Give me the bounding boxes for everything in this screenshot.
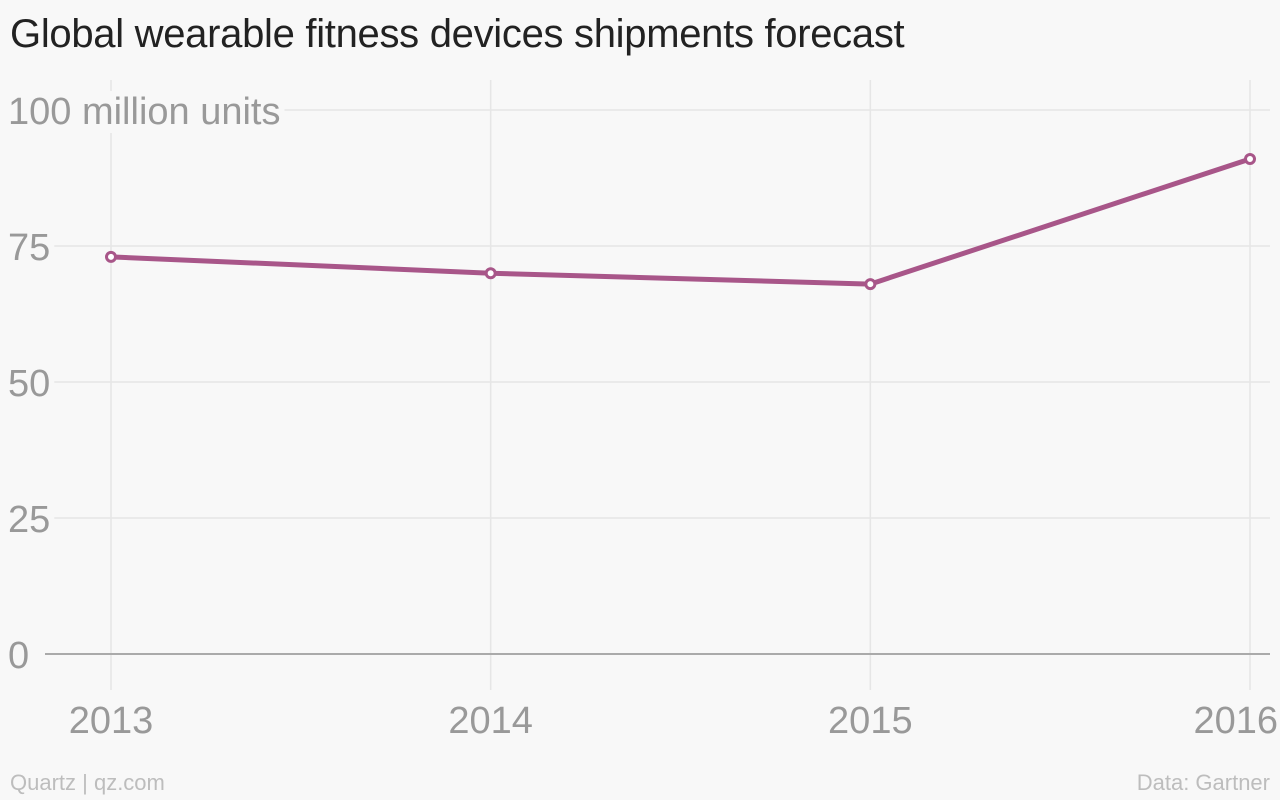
y-tick-label-bg: [4, 635, 34, 677]
series-layer: [105, 152, 1256, 291]
y-tick-label: 100 million units: [8, 91, 280, 133]
grid-layer: [45, 80, 1270, 690]
y-tick-label: 0: [8, 635, 29, 677]
footer-credit: Quartz | qz.com: [10, 770, 165, 795]
footer-source: Data: Gartner: [1136, 770, 1270, 795]
data-point: [105, 250, 117, 263]
y-tick-label: 25: [8, 499, 50, 541]
data-point: [484, 267, 497, 280]
y-tick-label-bg: [4, 499, 55, 541]
y-tick-label-bg: [4, 91, 285, 133]
y-tick-label: 50: [8, 363, 50, 405]
x-tick-label: 2013: [69, 700, 154, 742]
chart-title: Global wearable fitness devices shipment…: [10, 12, 905, 56]
data-point: [1244, 152, 1256, 165]
series-line: [108, 156, 1253, 287]
y-tick-label: 75: [8, 227, 50, 269]
x-tick-label: 2015: [828, 700, 913, 742]
y-tick-label-bg: [4, 227, 55, 269]
x-tick-label: 2014: [448, 700, 533, 742]
data-point: [864, 278, 877, 291]
y-tick-label-bg: [4, 363, 55, 405]
x-tick-label: 2016: [1193, 700, 1278, 742]
axis-layer: 0 25 50 75 100 million units 2013 2014 2015 2016: [4, 91, 1278, 742]
